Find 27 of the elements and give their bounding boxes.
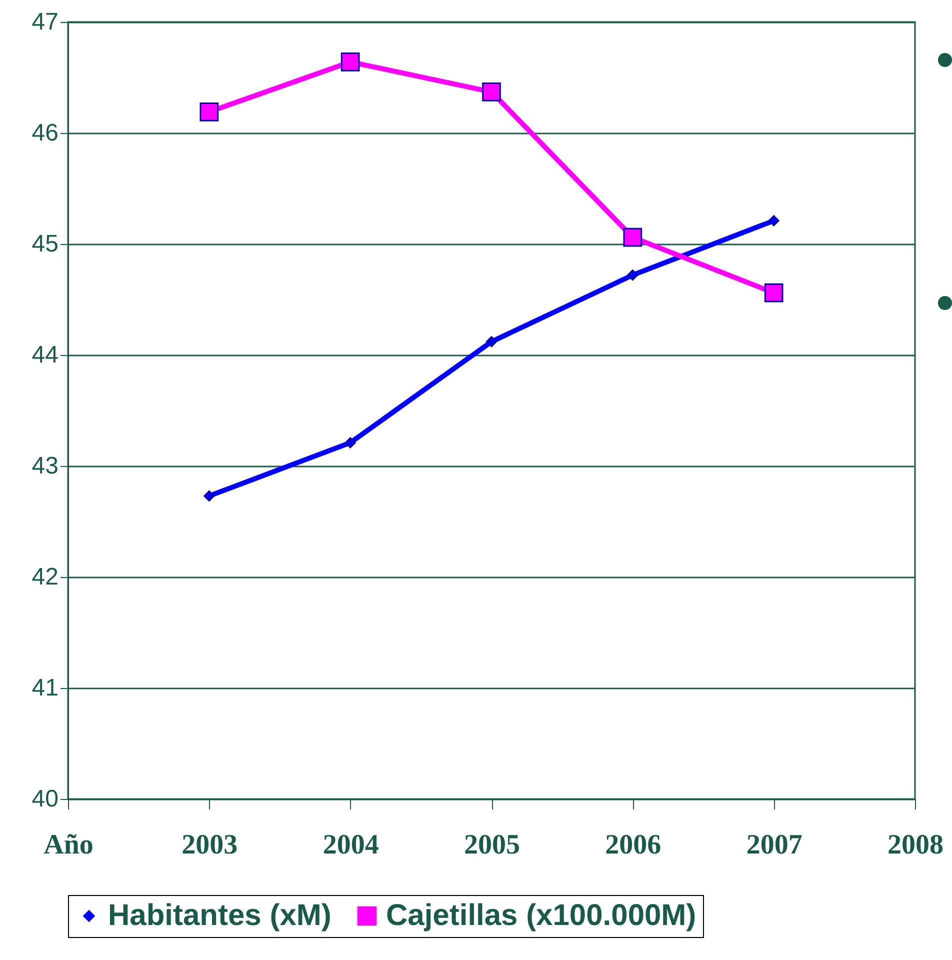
x-tick-label: 2003 (182, 830, 238, 860)
y-tick-label: 46 (32, 120, 58, 146)
x-tick-label: 2008 (888, 830, 944, 860)
x-tick-label: Año (44, 830, 94, 860)
x-tick-label: 2005 (464, 830, 520, 860)
point (627, 270, 638, 281)
y-tick-label: 44 (32, 342, 58, 368)
y-tick-label: 40 (32, 786, 58, 812)
y-tick-label: 45 (32, 230, 58, 258)
y-tick-label: 41 (32, 674, 58, 702)
legend-label: Habitantes (xM) (108, 899, 332, 932)
point (344, 437, 356, 448)
point (200, 102, 219, 122)
point (623, 228, 642, 247)
point (486, 336, 497, 348)
point (482, 82, 501, 102)
y-tick-label: 42 (32, 564, 58, 590)
x-tick-label: 2007 (746, 830, 802, 860)
point (768, 215, 780, 226)
y-tick-label: 47 (32, 8, 58, 36)
point (204, 490, 215, 502)
point (764, 283, 784, 302)
y-tick-label: 43 (32, 452, 58, 480)
x-tick-label: 2004 (322, 830, 379, 860)
x-tick-label: 2006 (605, 830, 662, 860)
legend-label: Cajetillas (x100.000M) (386, 899, 696, 932)
point (340, 52, 360, 72)
